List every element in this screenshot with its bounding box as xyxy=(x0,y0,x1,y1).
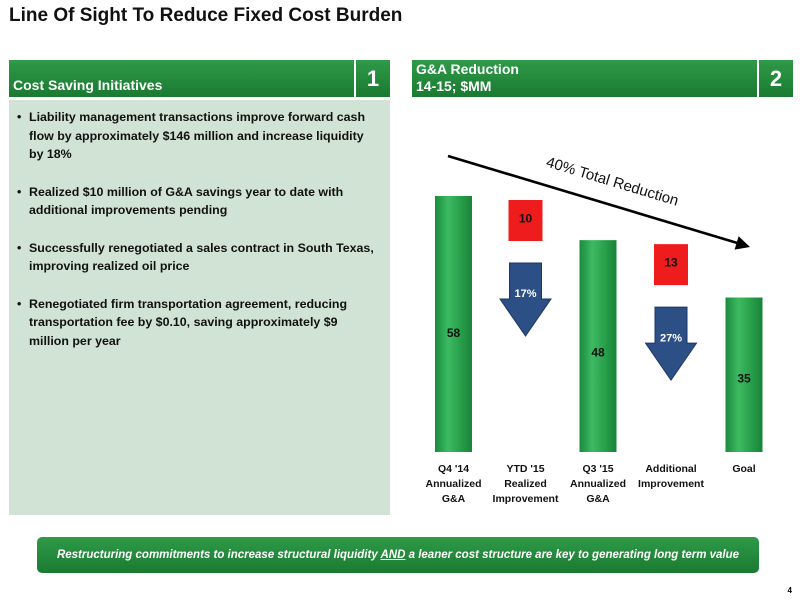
footer-text-end: a leaner cost structure are key to gener… xyxy=(405,549,740,561)
trend-line xyxy=(447,154,745,247)
panel-number: 2 xyxy=(757,60,793,97)
bar-value-label: 48 xyxy=(591,346,605,360)
bar-value-label: 35 xyxy=(737,371,751,385)
category-label: G&A xyxy=(442,493,466,505)
footer-text: Restructuring commitments to increase st… xyxy=(56,549,381,561)
bullet-text: Realized $10 million of G&A savings year… xyxy=(29,184,344,218)
category-label: Q3 '15 xyxy=(582,463,613,475)
category-label: Annualized xyxy=(570,478,626,490)
bullet-item: • Liability management transactions impro… xyxy=(17,110,366,161)
category-label: Improvement xyxy=(493,493,559,505)
reduction-value-label: 13 xyxy=(664,256,678,270)
panel-header-ga-reduction: G&A Reduction 14-15; $MM 2 xyxy=(412,60,793,97)
bullet-list: • Liability management transactions impro… xyxy=(9,100,390,350)
category-label: Additional xyxy=(645,463,696,475)
page-number: 4 xyxy=(787,586,792,595)
down-arrow-icon xyxy=(499,262,552,337)
category-label: G&A xyxy=(586,493,610,505)
total-bar xyxy=(725,297,763,452)
bullet-text: Successfully renegotiated a sales contra… xyxy=(29,240,374,274)
bullet-item: • Realized $10 million of G&A savings yea… xyxy=(17,184,344,218)
cost-saving-panel: • Liability management transactions impro… xyxy=(9,100,390,515)
reduction-percent-label: 17% xyxy=(514,288,536,300)
panel-number: 1 xyxy=(354,60,390,97)
total-bar xyxy=(579,240,617,452)
total-bar xyxy=(435,196,472,452)
reduction-percent-label: 27% xyxy=(660,332,682,344)
page-title: Line Of Sight To Reduce Fixed Cost Burde… xyxy=(9,5,403,26)
panel-title-line: G&A Reduction xyxy=(416,61,519,77)
reduction-box xyxy=(654,244,688,286)
panel-header-cost-saving: Cost Saving Initiatives 1 xyxy=(9,60,390,97)
trend-annotation: 40% Total Reduction xyxy=(544,154,680,210)
reduction-box xyxy=(508,200,543,241)
category-label: Annualized xyxy=(425,478,481,490)
bullet-item: • Renegotiated firm transportation agreem… xyxy=(17,296,348,348)
category-label: Realized xyxy=(504,478,547,490)
panel-title: G&A Reduction 14-15; $MM xyxy=(416,61,519,95)
category-label: YTD '15 xyxy=(506,463,544,475)
category-label: Q4 '14 xyxy=(438,463,469,475)
bullet-text: Liability management transactions improv… xyxy=(29,110,366,161)
panel-title: Cost Saving Initiatives xyxy=(13,77,163,93)
ga-reduction-panel: 58 10 17% 48 13 27% 35 Q4 '14 Annualized G&A YTD '… xyxy=(412,100,793,515)
bullet-item: • Successfully renegotiated a sales contr… xyxy=(17,240,374,274)
ga-reduction-chart: 58 10 17% 48 13 27% 35 Q4 '14 Annualized G&A YTD '… xyxy=(425,154,763,505)
footer-emphasis: AND xyxy=(380,549,406,561)
reduction-value-label: 10 xyxy=(519,212,533,226)
panel-subtitle-line: 14-15; $MM xyxy=(416,78,492,94)
bullet-text: Renegotiated firm transportation agreeme… xyxy=(29,296,348,348)
category-label: Goal xyxy=(732,463,755,475)
bar-value-label: 58 xyxy=(447,326,461,340)
trend-arrowhead-icon xyxy=(734,236,750,250)
category-label: Improvement xyxy=(638,478,704,490)
down-arrow-icon xyxy=(644,306,698,382)
footer-banner: Restructuring commitments to increase st… xyxy=(37,537,759,573)
